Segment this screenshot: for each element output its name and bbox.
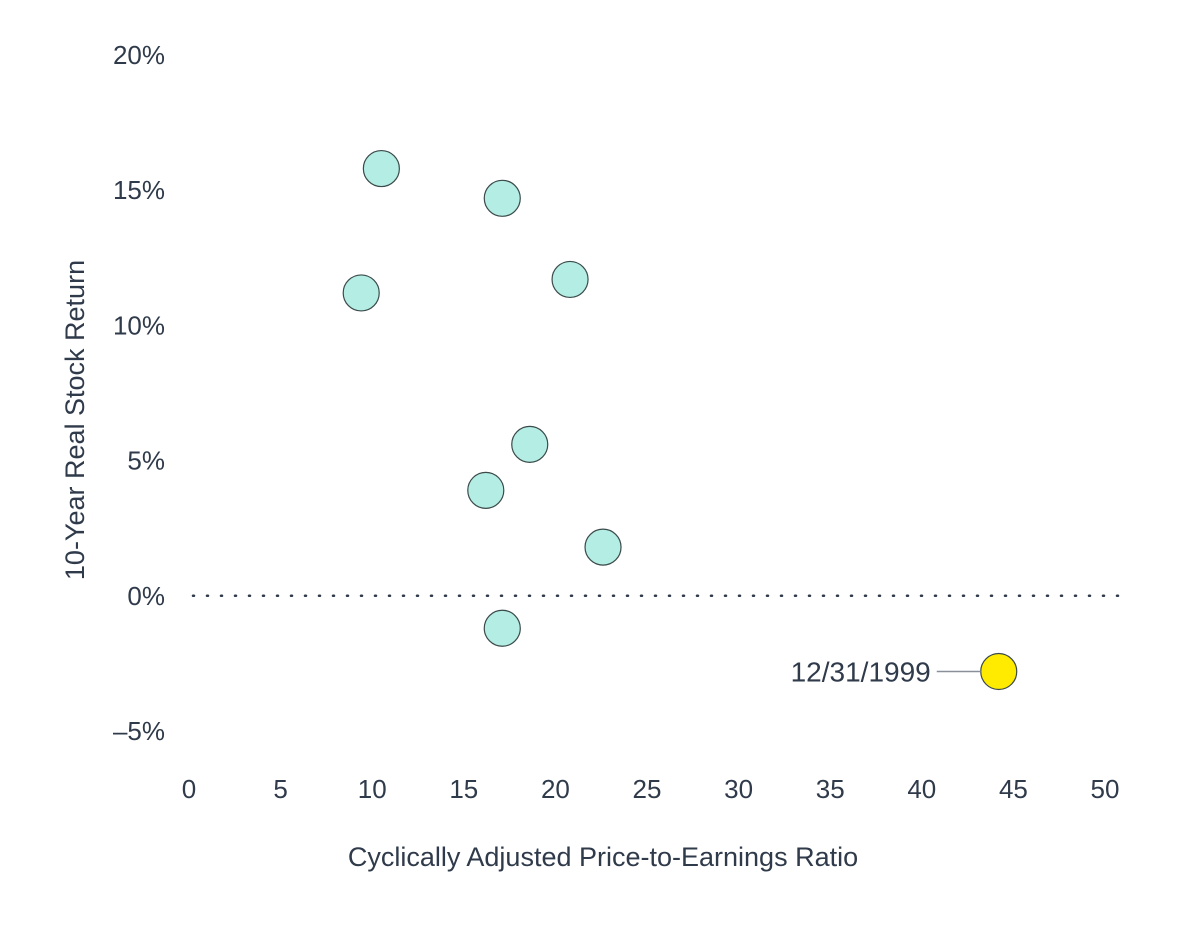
y-tick-label: 10% (113, 310, 165, 340)
y-tick-label: 15% (113, 175, 165, 205)
data-point (342, 274, 380, 312)
y-axis-ticks: 20% 15% 10% 5% 0% –5% (113, 40, 165, 746)
x-tick-label: 25 (633, 774, 662, 804)
x-tick-label: 45 (999, 774, 1028, 804)
data-point (511, 425, 549, 463)
x-tick-label: 10 (358, 774, 387, 804)
highlight-point (980, 652, 1018, 691)
x-tick-label: 30 (724, 774, 753, 804)
data-point (584, 528, 622, 566)
data-point (551, 260, 589, 299)
x-tick-label: 5 (273, 774, 287, 804)
x-axis-title: Cyclically Adjusted Price-to-Earnings Ra… (348, 842, 858, 872)
y-tick-label: 20% (113, 40, 165, 70)
x-tick-label: 50 (1091, 774, 1120, 804)
y-tick-label: 0% (127, 581, 165, 611)
annotations: 12/31/1999 (791, 657, 981, 688)
y-tick-label: –5% (113, 716, 165, 746)
data-point (483, 179, 521, 217)
x-tick-label: 15 (449, 774, 478, 804)
x-tick-label: 20 (541, 774, 570, 804)
x-tick-label: 40 (907, 774, 936, 804)
y-tick-label: 5% (127, 446, 165, 476)
point-annotation-label: 12/31/1999 (791, 657, 931, 688)
data-point (362, 149, 400, 188)
data-points (342, 149, 1018, 691)
data-point (483, 609, 521, 647)
x-axis-ticks: 0 5 10 15 20 25 30 35 40 45 50 (182, 774, 1120, 804)
x-tick-label: 35 (816, 774, 845, 804)
data-point (467, 471, 505, 509)
x-tick-label: 0 (182, 774, 196, 804)
y-axis-title: 10-Year Real Stock Return (60, 260, 90, 580)
